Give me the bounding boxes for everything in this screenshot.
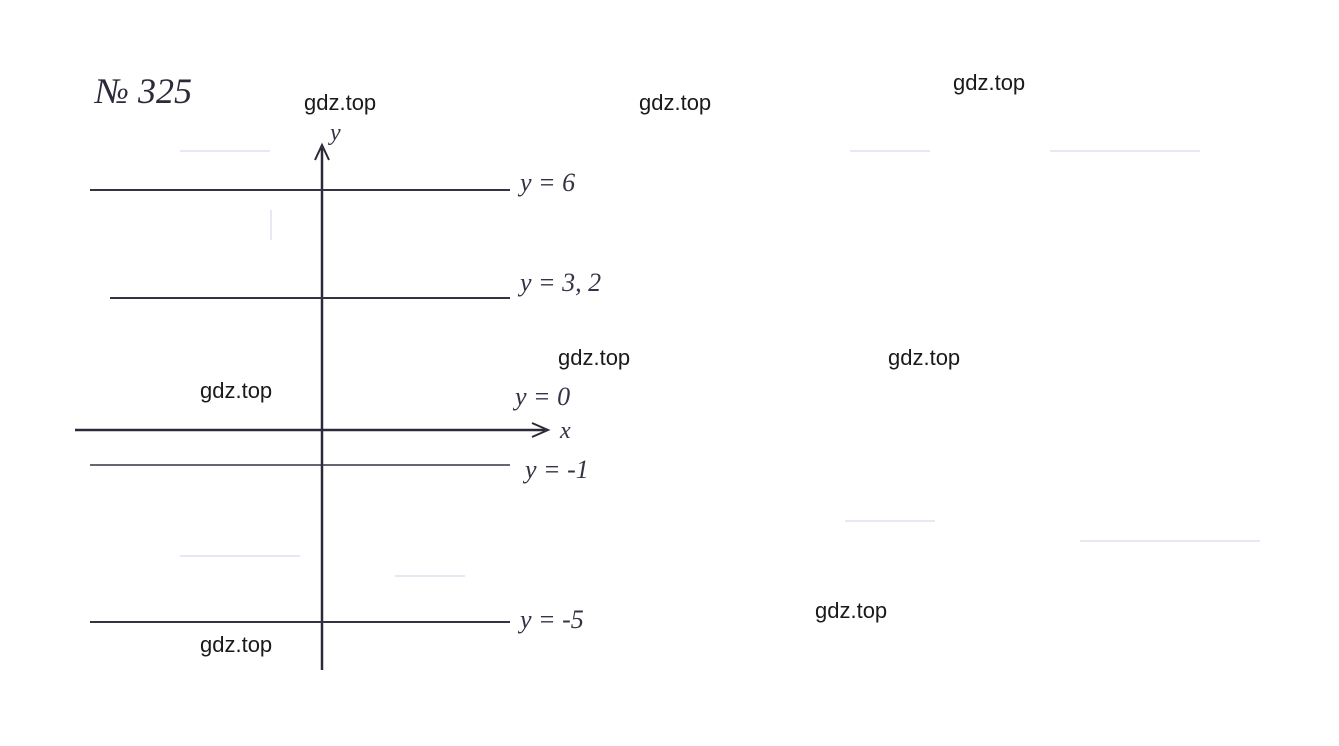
watermark: gdz.top xyxy=(953,70,1025,96)
grid-hint xyxy=(1050,150,1200,152)
watermark: gdz.top xyxy=(200,378,272,404)
grid-hint xyxy=(845,520,935,522)
grid-hint xyxy=(270,210,272,240)
grid-hint xyxy=(850,150,930,152)
grid-hint xyxy=(395,575,465,577)
watermark: gdz.top xyxy=(304,90,376,116)
y-axis-label: y xyxy=(330,120,341,147)
label-y6: y = 6 xyxy=(520,168,575,198)
problem-number: № 325 xyxy=(95,70,192,112)
grid-hint xyxy=(180,555,300,557)
grid-hint xyxy=(1080,540,1260,542)
label-y3-2: y = 3, 2 xyxy=(520,268,601,298)
label-y0: y = 0 xyxy=(515,382,570,412)
label-y-neg1: y = -1 xyxy=(525,455,589,485)
watermark: gdz.top xyxy=(200,632,272,658)
x-axis-label: x xyxy=(560,418,571,445)
grid-hint xyxy=(180,150,270,152)
watermark: gdz.top xyxy=(558,345,630,371)
watermark: gdz.top xyxy=(888,345,960,371)
watermark: gdz.top xyxy=(639,90,711,116)
watermark: gdz.top xyxy=(815,598,887,624)
label-y-neg5: y = -5 xyxy=(520,605,584,635)
